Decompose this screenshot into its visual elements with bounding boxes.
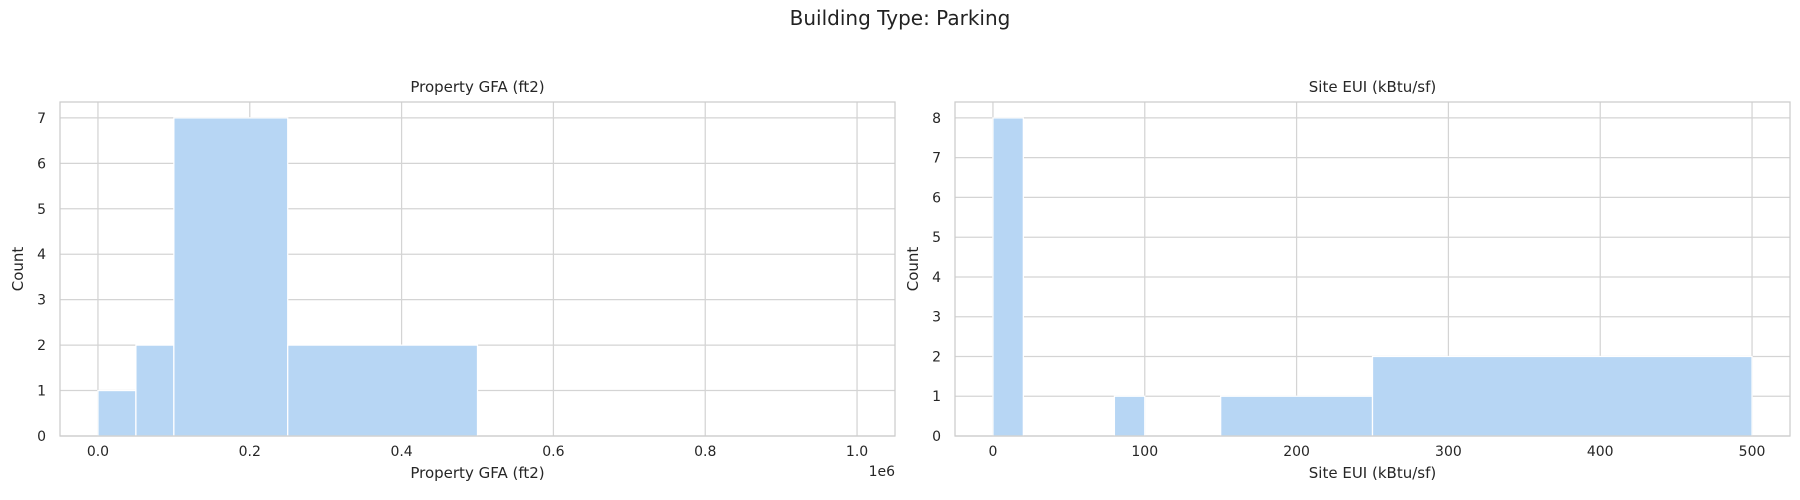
y-tick-label: 8 [932,111,941,127]
x-tick-label: 0.8 [694,444,716,460]
y-tick-label: 1 [37,384,46,400]
x-tick-label: 200 [1283,444,1310,460]
x-tick-label: 300 [1435,444,1462,460]
y-tick-label: 6 [932,190,941,206]
histogram-bar [287,344,479,437]
x-tick-label: 100 [1131,444,1158,460]
y-tick-label: 2 [37,338,46,354]
y-tick-label: 1 [932,389,941,405]
y-tick-label: 0 [932,429,941,445]
histogram-bar [1371,355,1753,437]
histogram-bar [135,344,175,437]
x-tick-label: 400 [1587,444,1614,460]
x-tick-label: 0.4 [390,444,412,460]
y-axis-label: Count [904,247,922,292]
x-tick-label: 500 [1739,444,1766,460]
chart-panel-2: 0 100 200 300 400 500 0 1 2 3 4 5 6 7 8 Site EUI (kBtu/… [904,78,1791,482]
histogram-bar [1220,395,1374,437]
y-axis-label: Count [9,247,27,292]
histogram-bar [1113,395,1146,437]
y-tick-label: 6 [37,156,46,172]
y-tick-label: 4 [932,270,941,286]
figure-title: Building Type: Parking [789,6,1011,30]
y-tick-label: 3 [37,293,46,309]
panel-title: Site EUI (kBtu/sf) [1309,78,1436,96]
chart-panel-1: 0.0 0.2 0.4 0.6 0.8 1.0 0 1 2 3 4 5 6 7 Property GFA (… [9,78,896,482]
x-axis-offset-label: 1e6 [869,464,896,480]
x-tick-label: 0 [988,444,997,460]
y-tick-label: 2 [932,349,941,365]
y-tick-label: 4 [37,247,46,263]
y-tick-label: 0 [37,429,46,445]
y-tick-label: 5 [932,230,941,246]
x-tick-label: 1.0 [846,444,868,460]
x-tick-label: 0.0 [87,444,109,460]
histogram-bar [97,389,137,437]
panel-title: Property GFA (ft2) [410,78,544,96]
x-tick-label: 0.2 [239,444,261,460]
plot-frame [59,101,896,437]
y-tick-label: 5 [37,202,46,218]
y-tick-label: 7 [37,111,46,127]
histogram-bar [173,117,289,437]
x-axis-label: Site EUI (kBtu/sf) [1309,464,1436,482]
y-tick-label: 3 [932,310,941,326]
plot-frame [954,101,1791,437]
y-tick-label: 7 [932,151,941,167]
x-axis-label: Property GFA (ft2) [410,464,544,482]
x-tick-label: 0.6 [542,444,564,460]
histogram-bar [992,117,1024,437]
